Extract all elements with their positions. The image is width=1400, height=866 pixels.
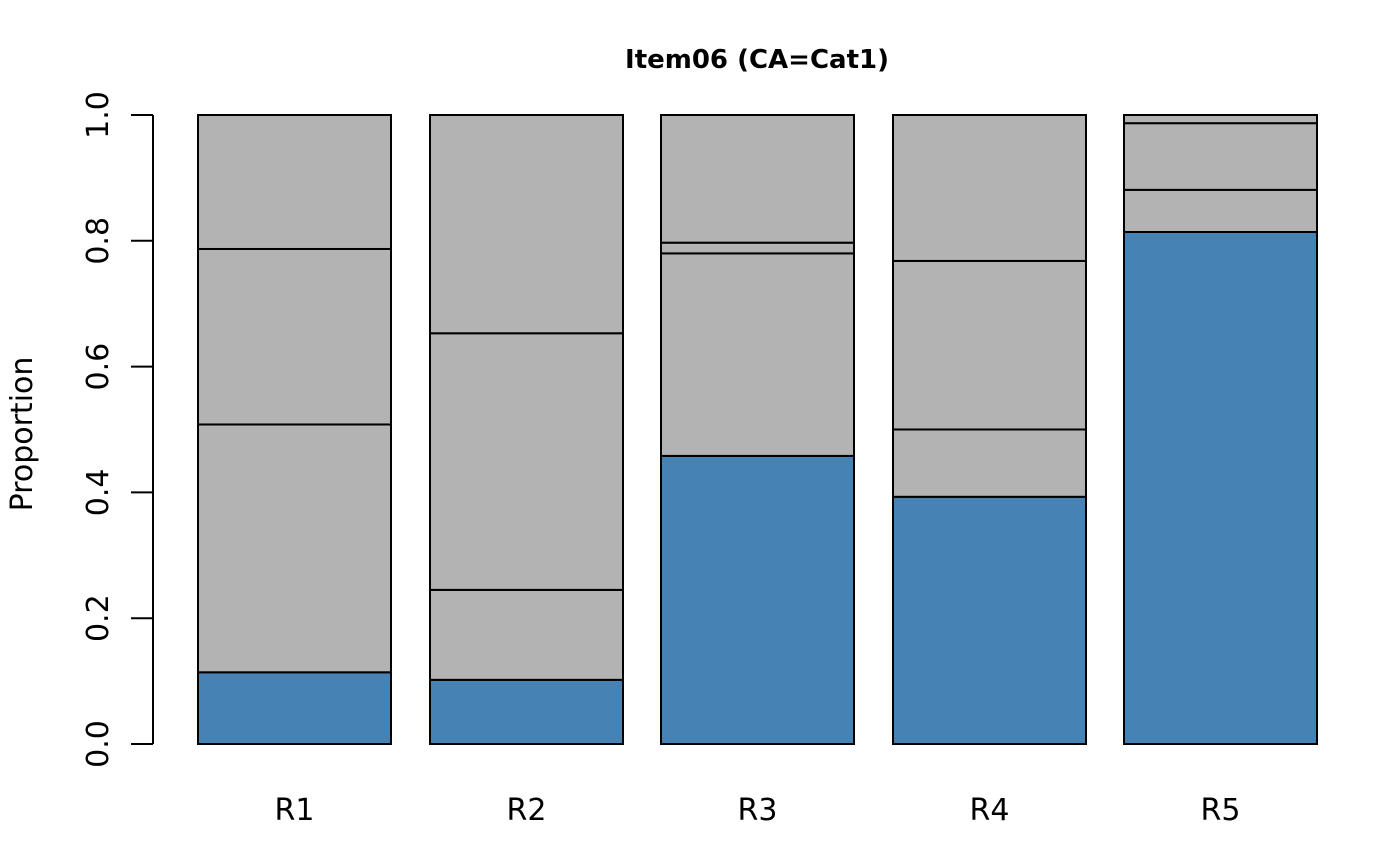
bar-segment-other xyxy=(429,114,624,335)
y-tick-label: 0.4 xyxy=(81,469,116,517)
x-tick-label: R4 xyxy=(970,793,1010,828)
x-tick-label: R5 xyxy=(1201,793,1241,828)
chart-title: Item06 (CA=Cat1) xyxy=(625,45,889,75)
bar-segment-other xyxy=(1123,188,1318,233)
x-tick-label: R2 xyxy=(507,793,547,828)
bar-segment-other xyxy=(660,252,855,457)
bar-r2 xyxy=(429,114,624,745)
y-tick-label: 0.6 xyxy=(81,343,116,391)
bar-segment-other xyxy=(197,114,392,250)
y-tick-label: 0.2 xyxy=(81,594,116,642)
bar-segment-other xyxy=(1123,122,1318,191)
bars xyxy=(197,114,1318,746)
y-axis-title: Proportion xyxy=(5,357,40,512)
x-axis-labels: R1 R2 R3 R4 R5 xyxy=(275,793,1241,828)
bar-r4 xyxy=(892,114,1087,746)
bar-segment-other xyxy=(429,588,624,681)
bar-segment-other xyxy=(197,247,392,426)
bar-segment-other xyxy=(660,241,855,255)
y-axis: 0.0 0.2 0.4 0.6 0.8 1.0 xyxy=(81,91,154,768)
y-tick-label: 0.8 xyxy=(81,217,116,265)
y-tick-label: 0.0 xyxy=(81,720,116,768)
bar-r5 xyxy=(1123,114,1318,745)
x-tick-label: R1 xyxy=(275,793,315,828)
bar-segment-other xyxy=(197,423,392,674)
bar-segment-correct xyxy=(1123,230,1318,745)
bar-r1 xyxy=(197,114,392,746)
bar-segment-other xyxy=(892,428,1087,498)
bar-segment-correct xyxy=(197,671,392,746)
bar-segment-correct xyxy=(429,678,624,745)
bar-r3 xyxy=(660,114,855,745)
bar-segment-other xyxy=(660,114,855,244)
y-tick-label: 1.0 xyxy=(81,91,116,139)
bar-segment-correct xyxy=(892,495,1087,746)
bar-segment-correct xyxy=(660,454,855,745)
bar-segment-other xyxy=(429,332,624,591)
bar-segment-other xyxy=(892,114,1087,262)
x-tick-label: R3 xyxy=(738,793,778,828)
bar-segment-other xyxy=(892,259,1087,431)
bar-segment-other xyxy=(1123,114,1318,125)
